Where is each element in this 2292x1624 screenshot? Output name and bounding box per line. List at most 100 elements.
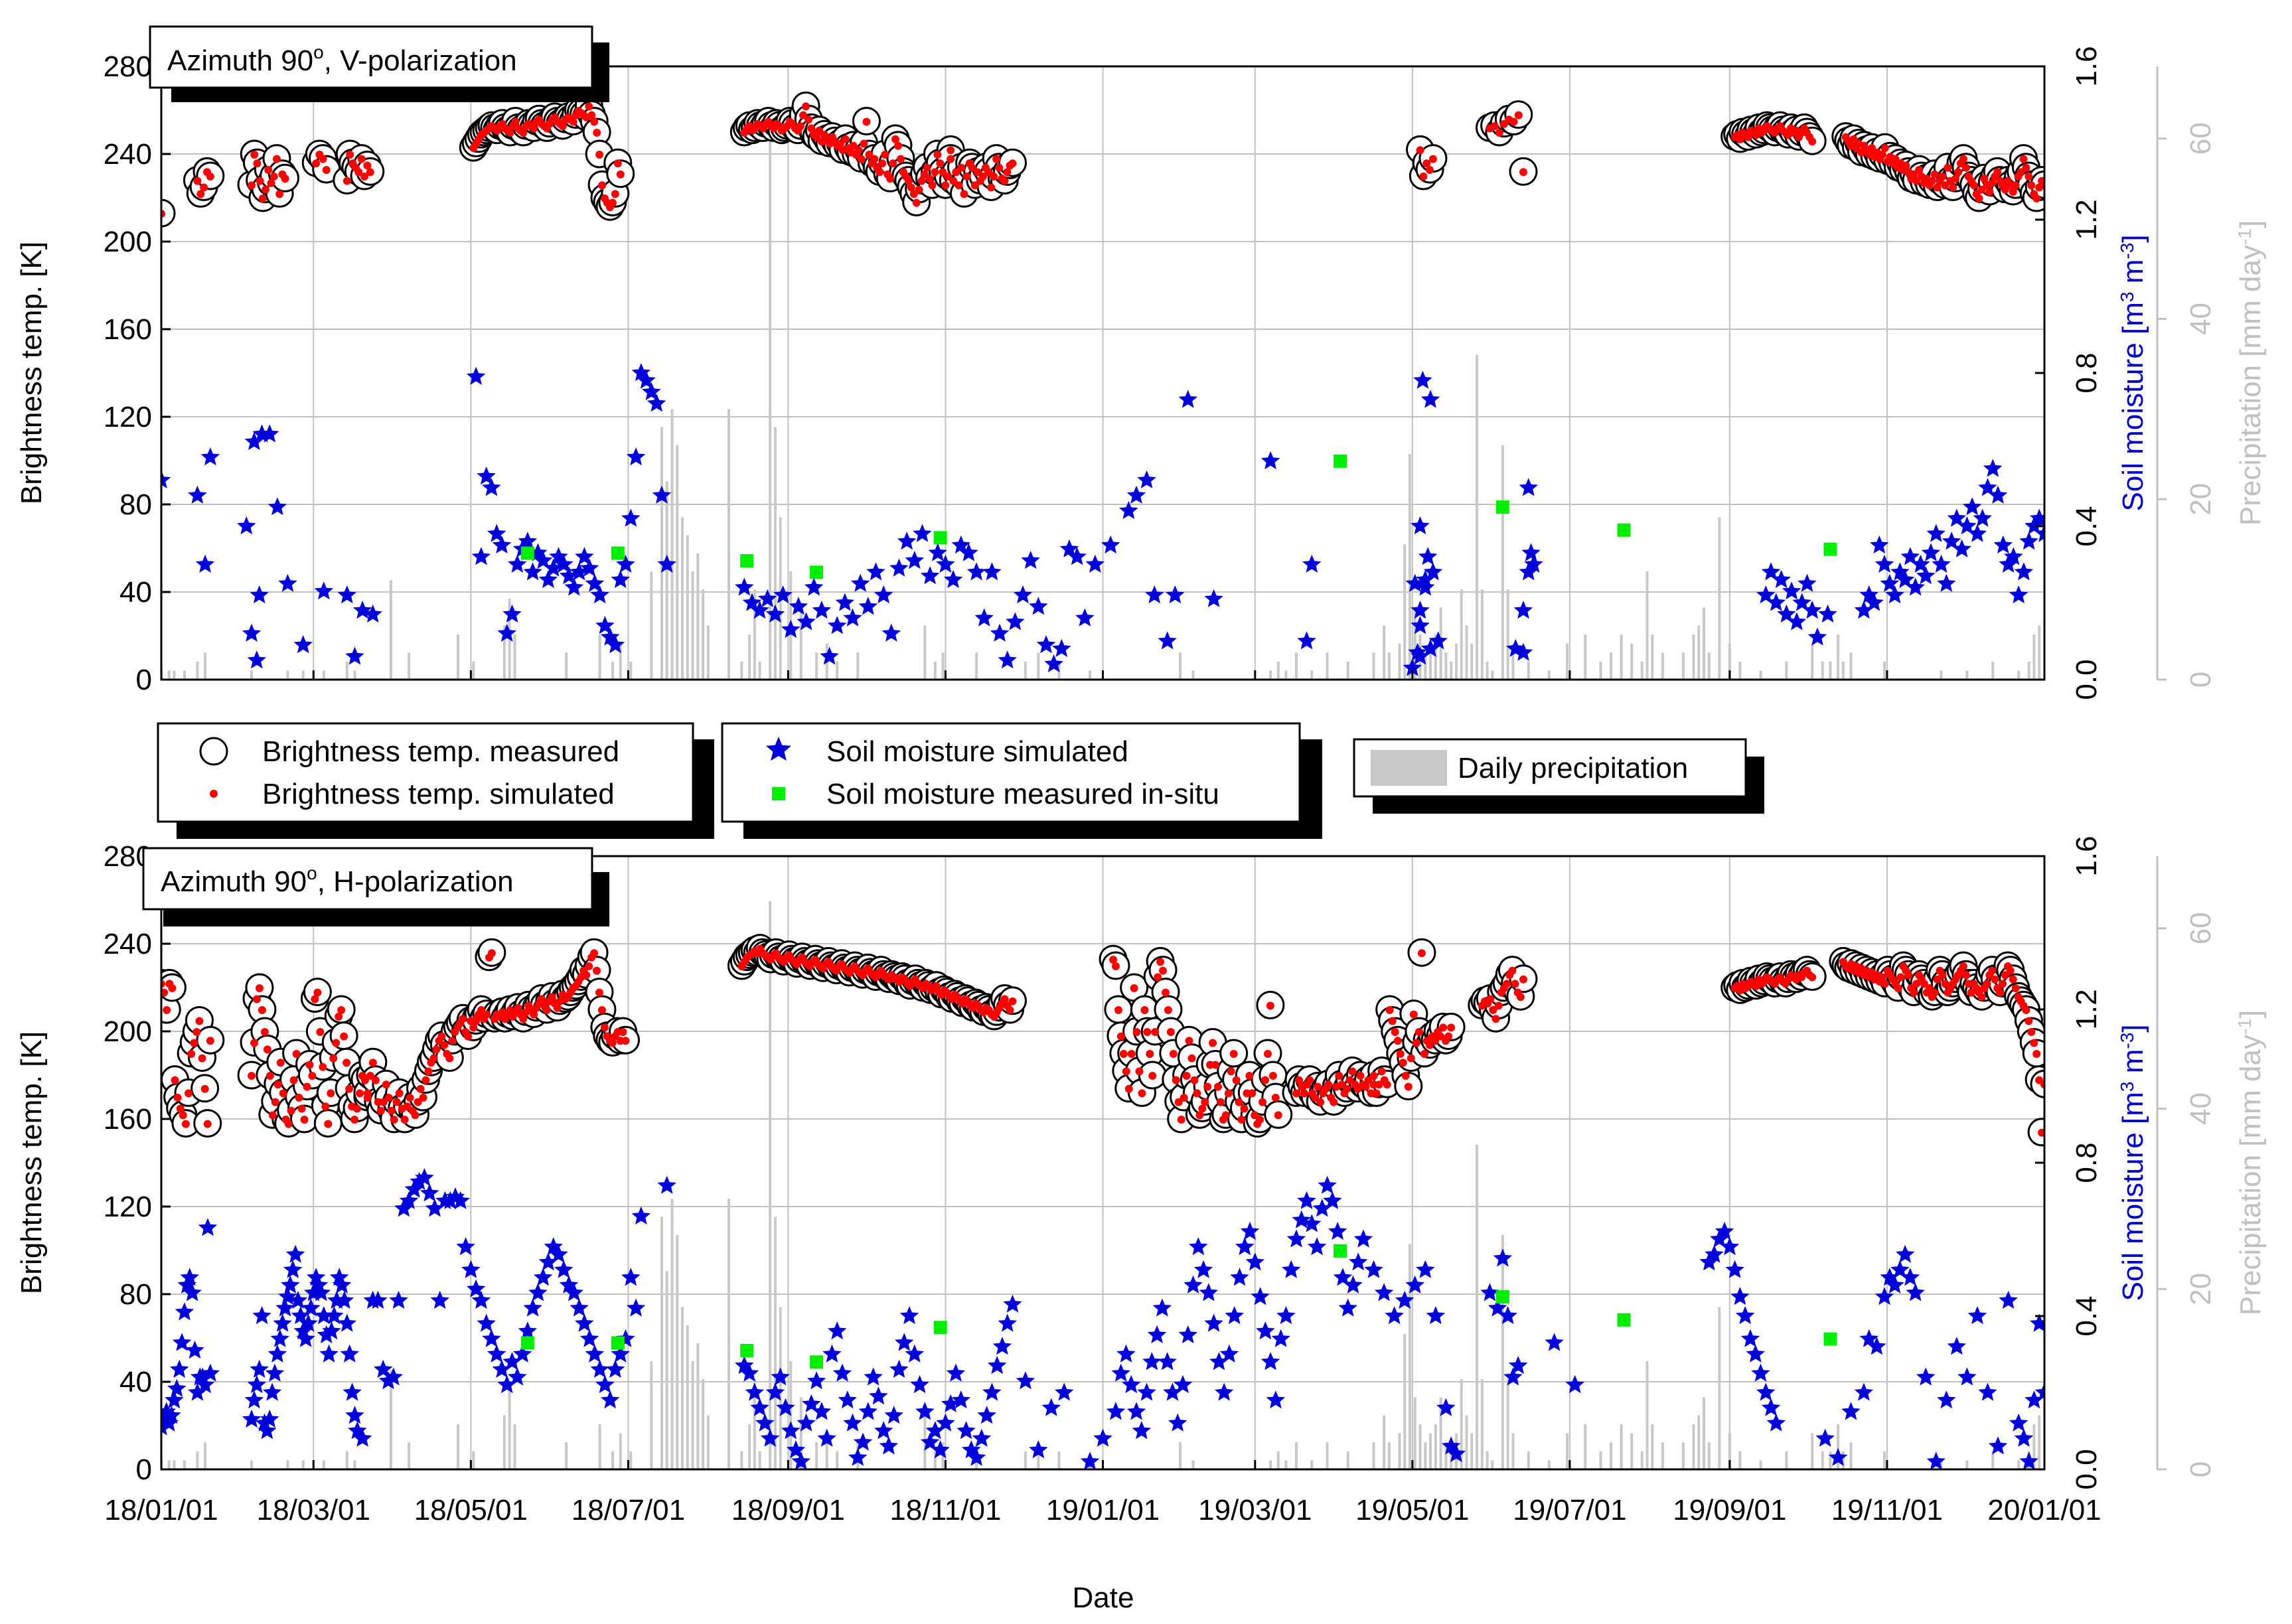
sm-sim-point <box>1777 604 1796 623</box>
precip-bar <box>1269 670 1272 680</box>
tb-simulated-point <box>1396 1050 1405 1058</box>
precip-bar <box>629 661 633 680</box>
y-left-tick-label: 80 <box>119 488 152 521</box>
sm-sim-point <box>745 1382 765 1401</box>
tb-simulated-point <box>1229 1050 1238 1058</box>
sm-sim-point <box>2009 1413 2028 1432</box>
sm-sim-point <box>1106 1402 1126 1420</box>
sm-sim-point <box>275 1298 295 1317</box>
y-right2-tick-label: 40 <box>2184 303 2217 335</box>
tb-simulated-point <box>1519 168 1527 177</box>
panel-top: 0 40 80 120 160 200 240 280 0.0 0.4 0.8 1.2 1.6 0 20… <box>15 25 2267 700</box>
tb-simulated-point <box>472 1017 481 1025</box>
sm-sim-point <box>966 562 986 581</box>
sm-insitu-point <box>1334 1244 1347 1258</box>
precip-bar <box>1630 643 1634 680</box>
sm-sim-point <box>966 1447 986 1466</box>
sm-sim-point <box>925 1421 945 1439</box>
tb-simulated-point <box>893 141 902 150</box>
tb-simulated-point <box>1516 993 1525 1001</box>
tb-simulated-point <box>1414 1028 1423 1036</box>
precip-bar <box>322 670 325 680</box>
precip-bar <box>665 481 668 680</box>
sm-sim-point <box>804 577 824 596</box>
tb-simulated-point <box>970 181 979 190</box>
precip-bar <box>1841 1451 1845 1469</box>
tb-simulated-point <box>514 1003 522 1012</box>
tb-simulated-point <box>384 1094 393 1102</box>
tb-simulated-point <box>519 1015 528 1023</box>
sm-sim-point <box>420 1183 439 1202</box>
sm-sim-point <box>1761 562 1781 581</box>
tb-simulated-point <box>1388 1017 1397 1025</box>
tb-simulated-point <box>1177 1116 1185 1124</box>
precip-bar <box>1661 1442 1664 1469</box>
sm-sim-point <box>750 1398 769 1416</box>
tb-simulated-point <box>973 168 982 177</box>
precip-bar <box>353 1460 356 1469</box>
legend-marker-sm-simulated <box>766 737 791 761</box>
tb-simulated-point <box>1849 135 1858 143</box>
tb-simulated-point <box>2022 1006 2030 1014</box>
sm-sim-point <box>1978 478 1997 496</box>
tb-simulated-point <box>915 185 923 194</box>
tb-simulated-top <box>161 102 2044 218</box>
tb-simulated-point <box>371 1076 380 1084</box>
sm-sim-point <box>1413 370 1432 389</box>
precip-bar <box>1454 643 1458 680</box>
x-axis-label: Date <box>1073 1582 1134 1614</box>
precip-bar <box>1829 1451 1832 1469</box>
precip-bar <box>196 661 199 680</box>
tb-simulated-point <box>1201 1098 1209 1106</box>
sm-sim-point <box>492 535 512 554</box>
tb-simulated-point <box>355 1089 364 1098</box>
tb-simulated-point <box>411 1111 420 1120</box>
tb-simulated-point <box>987 183 996 192</box>
sm-sim-point <box>2009 585 2028 604</box>
y-right2-tick-label: 0 <box>2184 672 2217 688</box>
sm-sim-point <box>1209 1352 1229 1370</box>
sm-sim-point <box>1735 1306 1755 1325</box>
precip-bar <box>1191 670 1195 680</box>
sm-sim-point <box>776 1398 795 1416</box>
precip-bar <box>769 111 772 680</box>
precip-bar <box>250 670 254 680</box>
sm-sim-point <box>1286 1229 1306 1248</box>
tb-simulated-point <box>340 1032 348 1041</box>
precip-bar <box>1991 1451 1995 1469</box>
sm-sim-point <box>848 1447 868 1466</box>
sm-insitu-point <box>1617 1313 1631 1327</box>
sm-sim-point <box>1730 1287 1750 1305</box>
precip-bar <box>1465 625 1468 680</box>
sm-sim-point <box>853 1432 873 1451</box>
precip-bar <box>1326 1442 1329 1469</box>
tb-simulated-point <box>896 155 905 163</box>
precip-bar <box>1372 652 1375 680</box>
tb-simulated-point <box>1119 1050 1128 1058</box>
sm-sim-point <box>471 547 491 565</box>
tb-simulated-point <box>2038 1128 2044 1137</box>
tb-simulated-point <box>1925 984 1934 992</box>
precip-axis-ticks-bottom: 0 20 40 60 <box>2156 856 2217 1477</box>
y-right1-tick-label: 0.4 <box>2070 1295 2103 1336</box>
tb-simulated-point <box>193 177 202 185</box>
tb-simulated-point <box>939 168 947 177</box>
precip-bar <box>389 580 392 680</box>
y-right2-tick-label: 60 <box>2184 122 2217 155</box>
tb-simulated-point <box>1933 183 1942 192</box>
sm-sim-point <box>611 569 630 588</box>
precip-bar <box>670 1199 674 1469</box>
tb-simulated-point <box>968 163 976 172</box>
tb-simulated-point <box>1444 1032 1453 1041</box>
sm-sim-point <box>1524 554 1543 573</box>
sm-sim-point <box>843 1413 862 1432</box>
tb-simulated-point <box>1980 175 1989 183</box>
tb-simulated-point <box>1169 1050 1178 1058</box>
y-left-label-top: Brightness temp. [K] <box>15 242 48 504</box>
sm-sim-point <box>169 1359 189 1378</box>
tb-simulated-point <box>597 1006 606 1014</box>
sm-sim-point <box>1426 1306 1446 1325</box>
sm-sim-point <box>363 604 382 623</box>
sm-sim-point <box>1312 1199 1332 1217</box>
tb-simulated-point <box>1416 146 1424 155</box>
